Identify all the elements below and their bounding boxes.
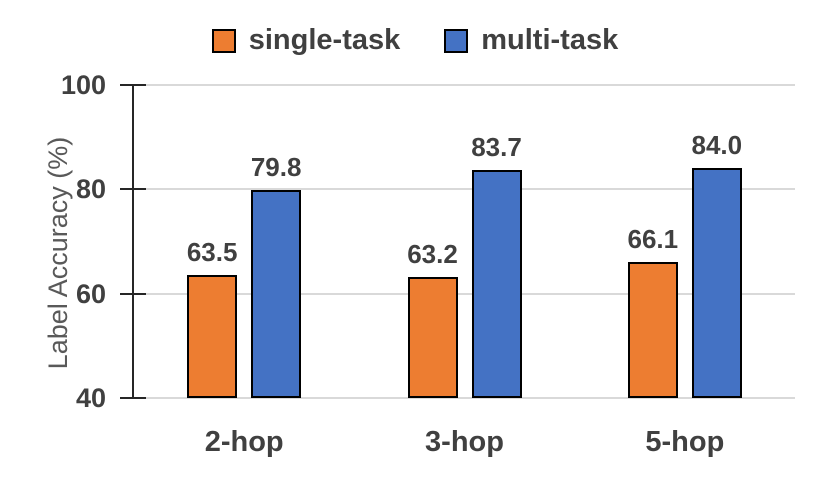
y-axis-tick-60 xyxy=(120,292,146,295)
legend-label-single-task: single-task xyxy=(248,24,401,56)
legend-item-single-task: single-task xyxy=(211,24,401,56)
y-tick-label-40: 40 xyxy=(75,383,106,413)
y-axis-tick-40 xyxy=(120,397,146,399)
gridline-60 xyxy=(134,292,795,295)
legend-swatch-single-task-icon xyxy=(211,28,236,53)
x-category-label-2-hop: 2-hop xyxy=(204,426,284,458)
bar-multi-task-5-hop xyxy=(691,168,742,398)
gridline-100 xyxy=(134,84,795,86)
legend-swatch-multi-task-icon xyxy=(444,28,469,53)
legend: single-task multi-task xyxy=(0,26,830,55)
bar-multi-task-2-hop xyxy=(251,190,302,398)
plot-area: 100 80 60 40 63.5 79.8 2-hop 63.2 83.7 3-hop 66.1 8… xyxy=(61,70,795,457)
y-axis-tick-80 xyxy=(120,188,146,191)
bar-single-task-5-hop xyxy=(627,261,678,398)
value-label-multi-task-5-hop: 84.0 xyxy=(691,130,743,161)
bar-multi-task-3-hop xyxy=(471,170,522,398)
value-label-multi-task-2-hop: 79.8 xyxy=(250,152,302,183)
bar-single-task-3-hop xyxy=(407,276,458,398)
legend-label-multi-task: multi-task xyxy=(481,24,619,56)
y-tick-label-100: 100 xyxy=(60,70,106,100)
bar-single-task-2-hop xyxy=(187,275,238,398)
legend-item-multi-task: multi-task xyxy=(444,26,618,55)
y-tick-label-60: 60 xyxy=(75,278,106,309)
y-tick-label-80: 80 xyxy=(75,174,106,205)
value-label-single-task-2-hop: 63.5 xyxy=(186,237,238,268)
value-label-single-task-5-hop: 66.1 xyxy=(627,223,679,254)
value-label-single-task-3-hop: 63.2 xyxy=(407,238,458,269)
value-label-multi-task-3-hop: 83.7 xyxy=(471,132,522,163)
y-axis-tick-100 xyxy=(120,84,146,86)
x-category-label-5-hop: 5-hop xyxy=(645,426,725,458)
x-category-label-3-hop: 3-hop xyxy=(425,426,504,458)
y-axis-title: Label Accuracy (%) xyxy=(43,136,73,370)
gridline-80 xyxy=(134,188,795,191)
gridline-40 xyxy=(134,397,795,399)
